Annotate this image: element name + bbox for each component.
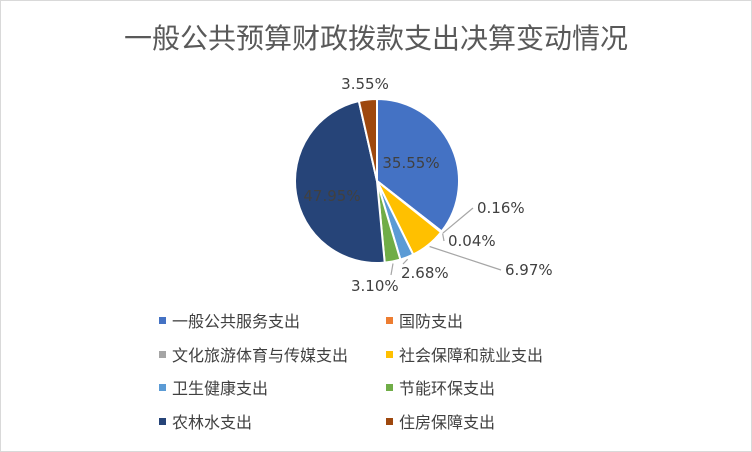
- legend-swatch-3: [159, 351, 166, 358]
- pie-slices: [294, 97, 460, 264]
- legend-item-1: 一般公共服务支出: [159, 312, 300, 331]
- leader-line-5: [402, 258, 409, 265]
- leader-line-4: [429, 245, 502, 271]
- legend-label-6: 节能环保支出: [399, 379, 495, 398]
- data-label-5: 2.68%: [401, 264, 449, 282]
- legend-label-7: 农林水支出: [172, 413, 252, 432]
- legend-label-5: 卫生健康支出: [172, 379, 268, 398]
- leader-line-6: [390, 263, 394, 276]
- pie-slice-1: [376, 97, 460, 233]
- leader-line-2: [442, 207, 474, 234]
- legend-label-4: 社会保障和就业支出: [399, 346, 543, 365]
- legend-swatch-6: [386, 384, 393, 391]
- legend-label-1: 一般公共服务支出: [172, 312, 300, 331]
- legend-item-6: 节能环保支出: [386, 379, 495, 398]
- legend-swatch-7: [159, 418, 166, 425]
- pie-slice-8: [357, 97, 378, 182]
- legend-item-8: 住房保障支出: [386, 413, 495, 432]
- legend-item-7: 农林水支出: [159, 413, 252, 432]
- data-label-1: 35.55%: [382, 154, 439, 172]
- legend-swatch-4: [386, 351, 393, 358]
- leader-line-3: [442, 233, 445, 242]
- data-label-2: 0.16%: [477, 199, 525, 217]
- data-label-6: 3.10%: [351, 277, 399, 295]
- legend-swatch-8: [386, 418, 393, 425]
- legend-item-3: 文化旅游体育与传媒支出: [159, 346, 348, 365]
- pie-slice-7: [294, 99, 386, 264]
- leader-lines: [390, 207, 502, 276]
- legend-label-2: 国防支出: [399, 312, 463, 331]
- legend-item-4: 社会保障和就业支出: [386, 346, 543, 365]
- data-label-3: 0.04%: [448, 232, 496, 250]
- legend-label-8: 住房保障支出: [399, 413, 495, 432]
- data-labels: 35.55% 0.16% 0.04% 6.97% 2.68%3.10% 47.95% 3.5…: [303, 75, 552, 295]
- data-label-4: 6.97%: [505, 261, 553, 279]
- legend-swatch-1: [159, 317, 166, 324]
- legend-item-5: 卫生健康支出: [159, 379, 268, 398]
- chart-title: 一般公共预算财政拨款支出决算变动情况: [124, 22, 628, 55]
- legend-label-3: 文化旅游体育与传媒支出: [172, 346, 348, 365]
- legend-swatch-5: [159, 384, 166, 391]
- data-label-7: 47.95%: [303, 187, 360, 205]
- data-label-8: 3.55%: [341, 75, 389, 93]
- legend-swatch-2: [386, 317, 393, 324]
- legend-item-2: 国防支出: [386, 312, 463, 331]
